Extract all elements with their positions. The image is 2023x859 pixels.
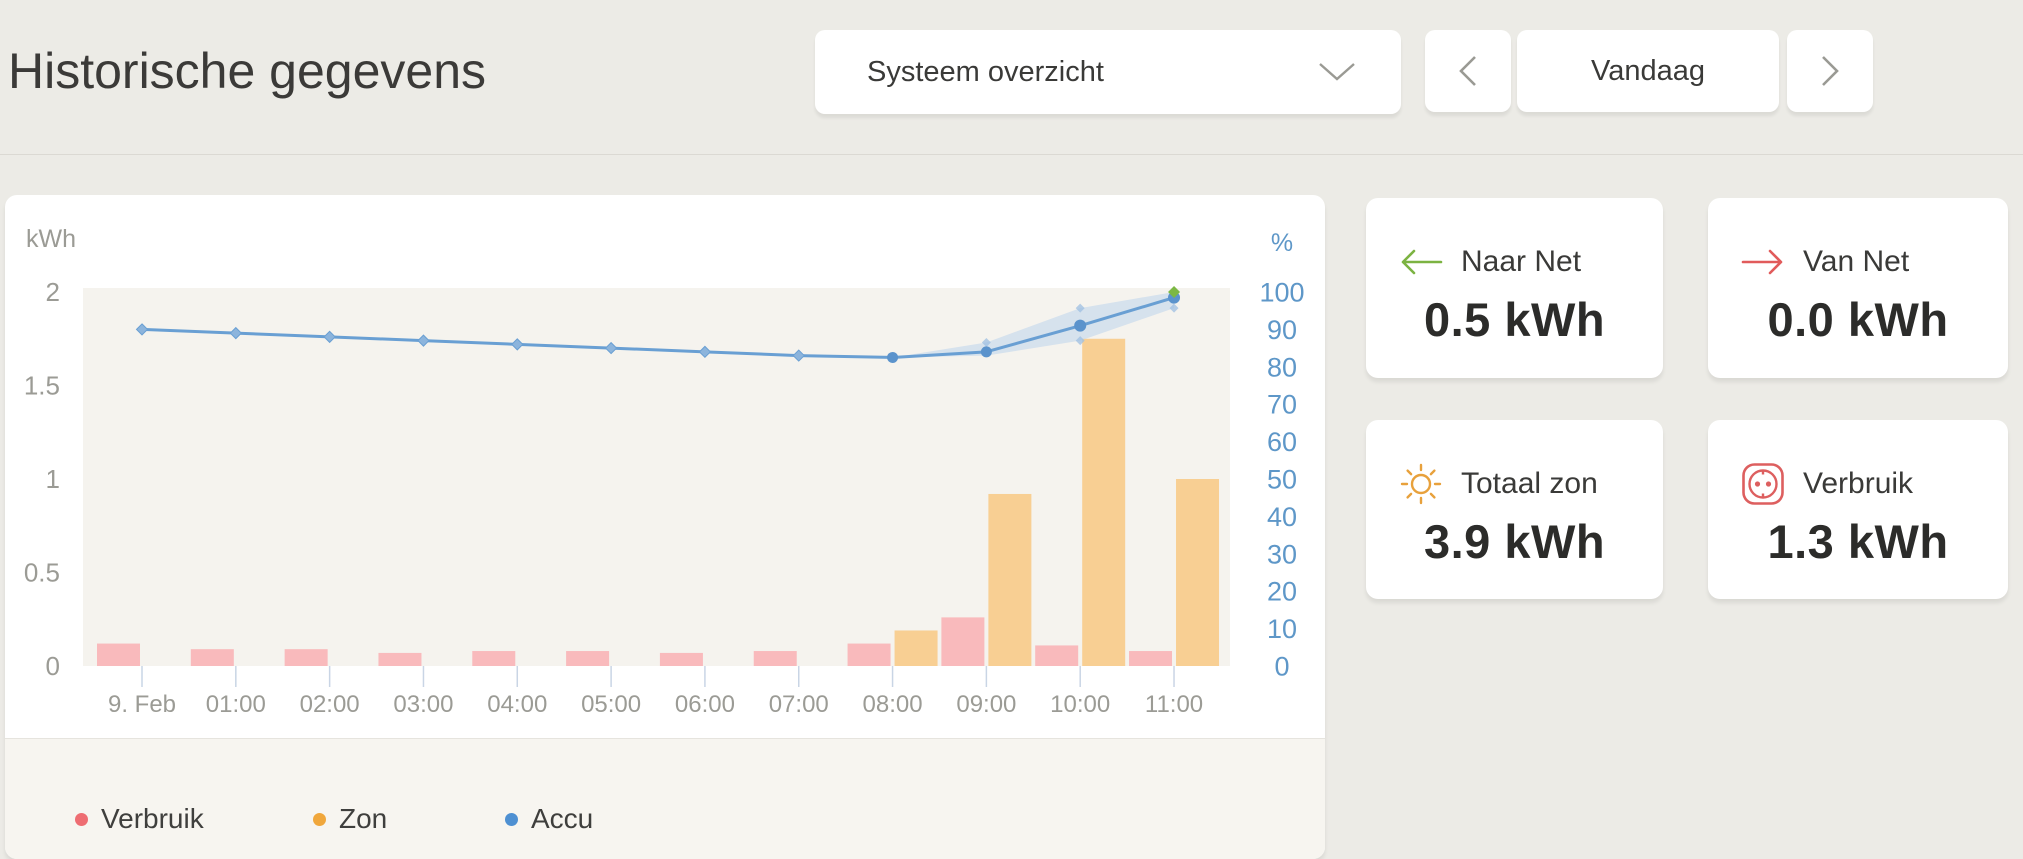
- svg-text:09:00: 09:00: [956, 691, 1016, 718]
- svg-text:08:00: 08:00: [863, 691, 923, 718]
- chevron-left-icon: [1459, 56, 1476, 86]
- today-button[interactable]: Vandaag: [1517, 30, 1779, 112]
- svg-text:0: 0: [1274, 652, 1289, 682]
- history-chart-card: 9. Feb 01:00 02:00 03:00 04:00 05:00 06:00 07:0…: [5, 195, 1325, 859]
- svg-text:40: 40: [1267, 502, 1297, 532]
- legend-label: Zon: [339, 803, 388, 834]
- svg-text:03:00: 03:00: [393, 691, 453, 718]
- verbruik-bars: [97, 617, 1173, 666]
- legend-item-verbruik[interactable]: Verbruik: [75, 803, 204, 835]
- socket-icon: [1742, 463, 1784, 505]
- stat-card-naar-net: Naar Net 0.5 kWh: [1366, 198, 1663, 378]
- legend-dot-zon: [313, 812, 326, 826]
- period-type-value: Systeem overzicht: [867, 55, 1104, 88]
- svg-text:30: 30: [1267, 539, 1297, 569]
- legend-dot-verbruik: [75, 812, 88, 826]
- previous-period-button[interactable]: [1425, 30, 1511, 112]
- svg-text:60: 60: [1267, 427, 1297, 457]
- accu-band-markers: [981, 303, 1179, 347]
- accu-points: [135, 291, 1181, 363]
- accu-current-marker: [1168, 286, 1181, 298]
- stat-card-title: Van Net: [1740, 238, 1909, 286]
- legend-item-zon[interactable]: Zon: [313, 803, 387, 835]
- stat-card-totaal-zon: Totaal zon 3.9 kWh: [1366, 420, 1663, 599]
- chart-legend: Verbruik Zon Accu: [5, 738, 1325, 859]
- arrow-right-icon: [1741, 249, 1783, 275]
- svg-text:70: 70: [1267, 390, 1297, 420]
- stat-card-label: Verbruik: [1803, 467, 1914, 500]
- svg-text:0.5: 0.5: [24, 558, 60, 588]
- stat-card-label: Naar Net: [1461, 245, 1582, 278]
- legend-label: Accu: [531, 803, 594, 834]
- stat-card-title: Totaal zon: [1398, 460, 1598, 508]
- chevron-right-icon: [1822, 56, 1839, 86]
- svg-text:10: 10: [1267, 614, 1297, 644]
- period-type-select[interactable]: Systeem overzicht: [815, 30, 1401, 114]
- chevron-down-icon: [1319, 63, 1355, 81]
- svg-text:%: %: [1271, 229, 1293, 257]
- stat-card-value: 0.5 kWh: [1423, 293, 1606, 346]
- svg-text:04:00: 04:00: [487, 691, 547, 718]
- zon-bars: [894, 338, 1220, 666]
- svg-text:0: 0: [46, 651, 60, 681]
- svg-text:2: 2: [46, 277, 60, 307]
- stat-card-label: Totaal zon: [1461, 467, 1598, 500]
- svg-text:07:00: 07:00: [769, 691, 829, 718]
- legend-label: Verbruik: [101, 803, 204, 834]
- svg-text:50: 50: [1267, 465, 1297, 495]
- svg-text:100: 100: [1259, 278, 1304, 308]
- stat-card-label: Van Net: [1803, 245, 1910, 278]
- stat-card-title: Naar Net: [1398, 238, 1581, 286]
- svg-text:1: 1: [46, 464, 60, 494]
- header-divider: [0, 154, 2023, 155]
- stat-card-title: Verbruik: [1740, 460, 1913, 508]
- svg-text:02:00: 02:00: [300, 691, 360, 718]
- sun-icon: [1400, 463, 1442, 505]
- stat-card-van-net: Van Net 0.0 kWh: [1708, 198, 2008, 378]
- arrow-left-icon: [1401, 249, 1443, 275]
- svg-text:11:00: 11:00: [1145, 691, 1203, 718]
- svg-text:20: 20: [1267, 577, 1297, 607]
- stat-card-value: 0.0 kWh: [1767, 293, 1949, 346]
- svg-text:1.5: 1.5: [24, 371, 60, 401]
- svg-text:kWh: kWh: [26, 225, 76, 253]
- svg-text:05:00: 05:00: [581, 691, 641, 718]
- stat-card-verbruik: Verbruik 1.3 kWh: [1708, 420, 2008, 599]
- svg-text:01:00: 01:00: [206, 691, 266, 718]
- stat-card-value: 3.9 kWh: [1423, 515, 1606, 568]
- history-chart: 9. Feb 01:00 02:00 03:00 04:00 05:00 06:00 07:0…: [5, 195, 1325, 738]
- svg-text:80: 80: [1267, 352, 1297, 382]
- accu-band: [892, 292, 1175, 358]
- legend-dot-accu: [505, 812, 518, 826]
- next-period-button[interactable]: [1787, 30, 1873, 112]
- left-axis: kWh 2 1.5 1 0.5 0: [24, 225, 76, 681]
- svg-text:90: 90: [1267, 315, 1297, 345]
- page-title: Historische gegevens: [8, 43, 487, 99]
- legend-item-accu[interactable]: Accu: [505, 803, 593, 835]
- accu-line: [141, 296, 1175, 359]
- svg-text:10:00: 10:00: [1050, 691, 1110, 718]
- svg-text:06:00: 06:00: [675, 691, 735, 718]
- x-axis: 9. Feb 01:00 02:00 03:00 04:00 05:00 06:00 07:0…: [108, 666, 1203, 718]
- svg-text:9. Feb: 9. Feb: [108, 691, 176, 718]
- plot-area: [83, 288, 1230, 666]
- stat-card-value: 1.3 kWh: [1767, 515, 1949, 568]
